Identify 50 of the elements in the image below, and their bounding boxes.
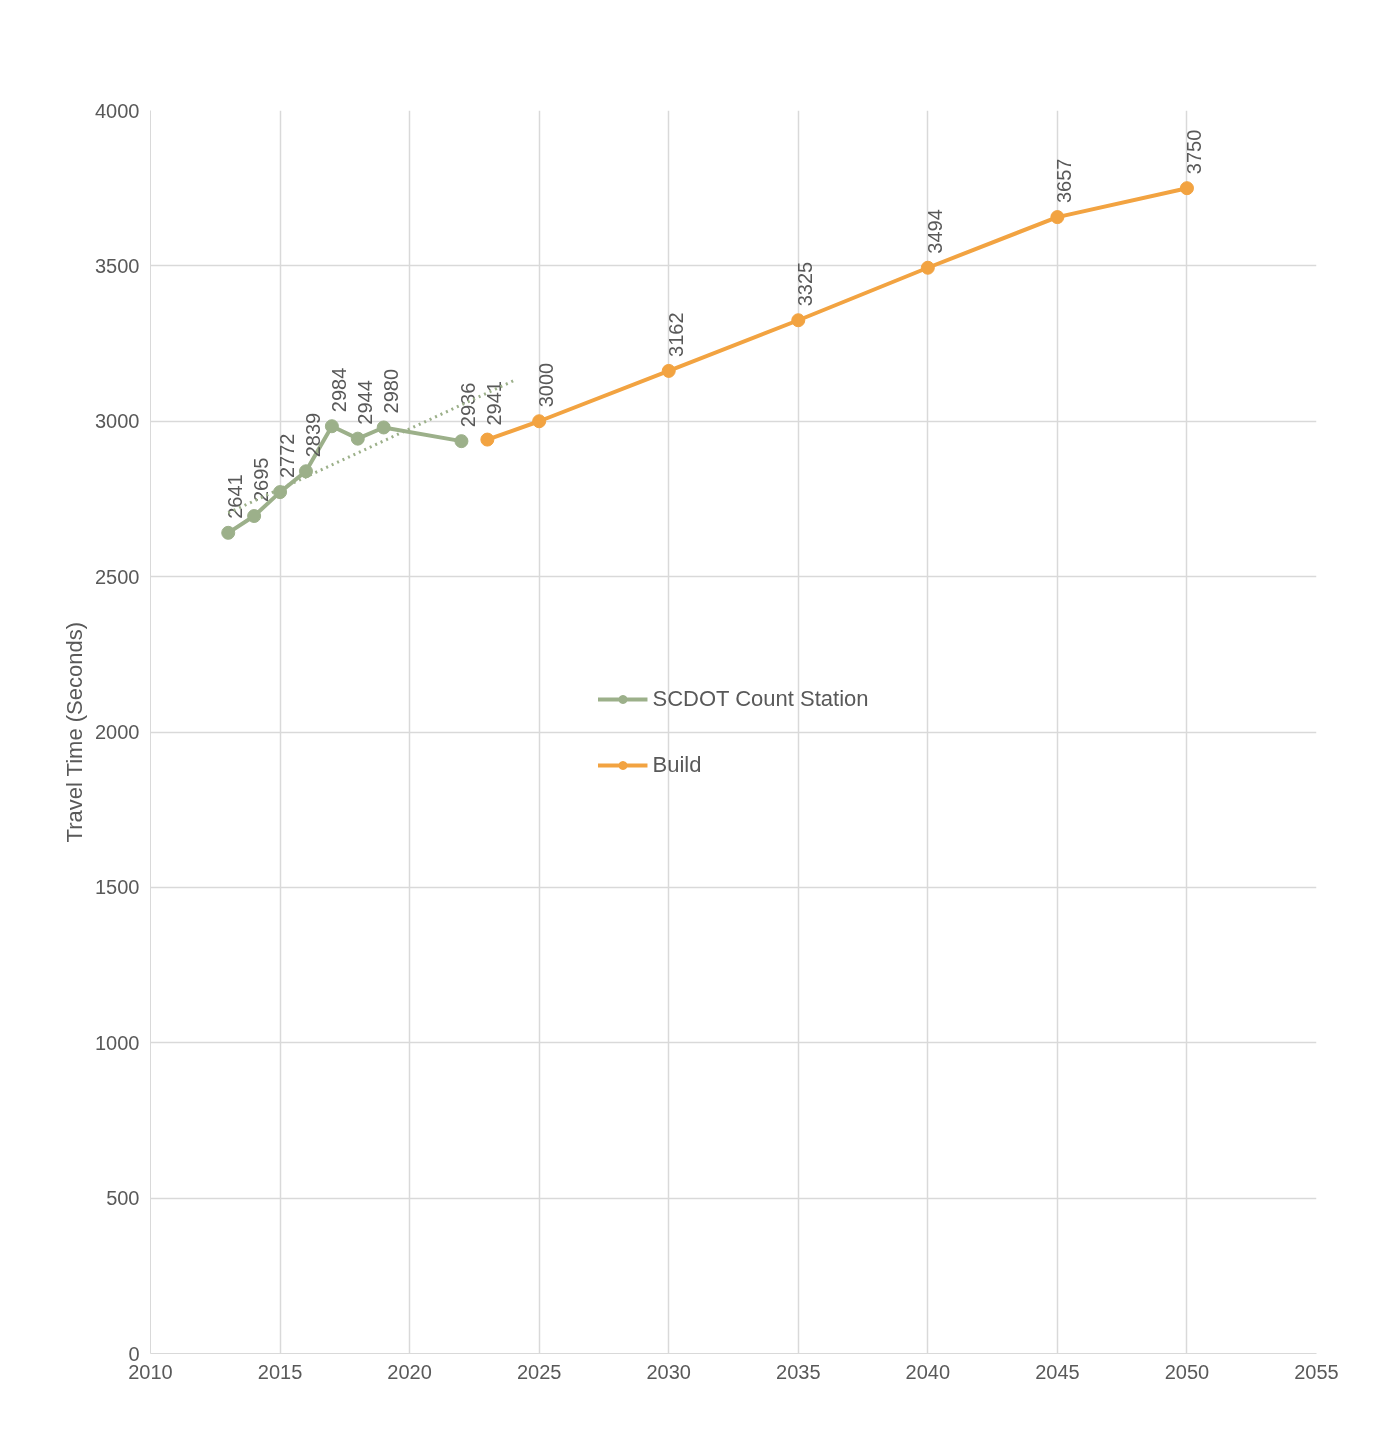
data-label: 2839 <box>301 412 324 458</box>
point <box>247 509 262 524</box>
point <box>221 525 236 540</box>
y-tick-label: 3500 <box>95 254 140 277</box>
y-tick-label: 500 <box>106 1187 140 1210</box>
data-label: 2641 <box>224 474 247 519</box>
data-label: 2941 <box>483 381 506 426</box>
y-tick-label: 4000 <box>95 99 140 122</box>
data-label: 3162 <box>664 312 687 357</box>
x-tick-label: 2040 <box>905 1360 951 1383</box>
point <box>920 260 935 275</box>
data-label: 3657 <box>1053 158 1076 204</box>
y-tick-label: 3000 <box>95 410 140 433</box>
point <box>298 464 313 479</box>
point <box>1179 181 1194 196</box>
legend-label: SCDOT Count Station <box>652 685 869 712</box>
data-label: 2936 <box>457 382 480 428</box>
point <box>454 434 469 449</box>
point <box>480 432 495 447</box>
data-label: 3325 <box>794 261 817 307</box>
x-tick-label: 2015 <box>257 1360 303 1383</box>
point <box>661 363 676 378</box>
point <box>273 485 288 500</box>
point <box>376 420 391 435</box>
data-label: 2944 <box>353 380 376 425</box>
x-tick-label: 2030 <box>646 1360 691 1383</box>
x-tick-label: 2045 <box>1035 1360 1080 1383</box>
x-tick-label: 2025 <box>516 1360 562 1383</box>
data-label: 3750 <box>1182 129 1205 175</box>
y-tick-label: 1000 <box>95 1031 140 1054</box>
point <box>324 419 339 434</box>
x-tick-label: 2055 <box>1294 1360 1339 1383</box>
x-tick-label: 2035 <box>776 1360 821 1383</box>
point <box>350 431 365 446</box>
data-label: 2984 <box>327 367 350 413</box>
point <box>532 414 547 429</box>
y-axis-title: Travel Time (Seconds) <box>62 621 88 843</box>
y-tick-label: 1500 <box>95 876 140 899</box>
data-label: 2695 <box>250 457 273 503</box>
x-tick-label: 2050 <box>1164 1360 1210 1383</box>
data-label: 2772 <box>276 433 299 479</box>
data-label: 3000 <box>535 362 558 408</box>
data-label: 2980 <box>379 368 402 414</box>
y-tick-label: 2500 <box>95 565 140 588</box>
data-label: 3494 <box>923 209 946 254</box>
legend-label: Build <box>652 751 702 778</box>
x-tick-label: 2020 <box>387 1360 432 1383</box>
point <box>1050 210 1065 225</box>
point <box>791 313 806 328</box>
y-tick-label: 2000 <box>95 721 140 743</box>
